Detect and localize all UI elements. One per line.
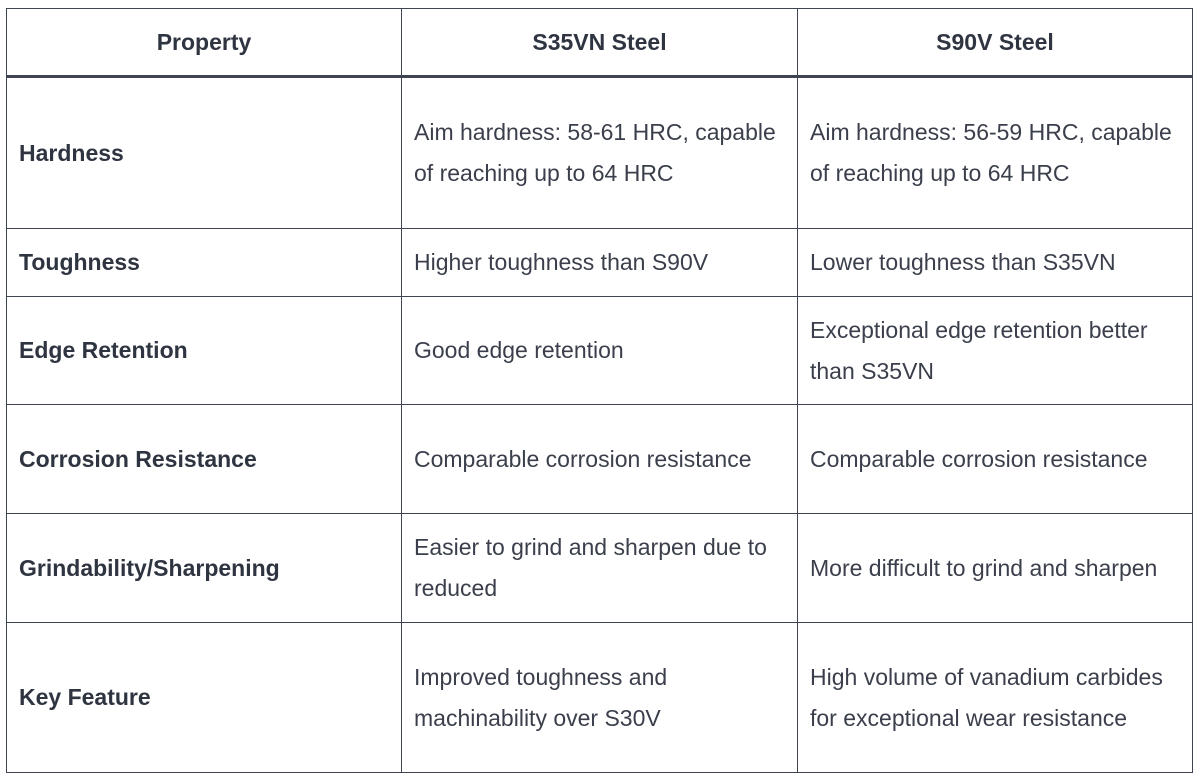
row-property-label: Hardness — [6, 76, 402, 229]
row-property-label: Edge Retention — [6, 296, 402, 405]
s90v-cell: Exceptional edge retention better than S… — [797, 296, 1193, 405]
s90v-cell: Lower toughness than S35VN — [797, 228, 1193, 297]
row-property-label: Key Feature — [6, 622, 402, 773]
comparison-table-container: Property S35VN Steel S90V Steel Hardness… — [6, 8, 1193, 773]
table-row: Edge Retention Good edge retention Excep… — [6, 296, 1193, 405]
s35vn-cell: Improved toughness and machinability ove… — [401, 622, 798, 773]
s90v-cell: High volume of vanadium carbides for exc… — [797, 622, 1193, 773]
table-row: Toughness Higher toughness than S90V Low… — [6, 228, 1193, 297]
s35vn-cell: Higher toughness than S90V — [401, 228, 798, 297]
table-row: Corrosion Resistance Comparable corrosio… — [6, 404, 1193, 514]
s90v-cell: Aim hardness: 56-59 HRC, capable of reac… — [797, 76, 1193, 229]
header-property: Property — [6, 8, 402, 78]
header-s90v: S90V Steel — [797, 8, 1193, 78]
table-row: Key Feature Improved toughness and machi… — [6, 622, 1193, 773]
table-row: Hardness Aim hardness: 58-61 HRC, capabl… — [6, 76, 1193, 229]
s35vn-cell: Good edge retention — [401, 296, 798, 405]
s90v-cell: More difficult to grind and sharpen — [797, 513, 1193, 623]
table-row: Grindability/Sharpening Easier to grind … — [6, 513, 1193, 623]
s35vn-cell: Aim hardness: 58-61 HRC, capable of reac… — [401, 76, 798, 229]
table-header-row: Property S35VN Steel S90V Steel — [6, 8, 1193, 78]
row-property-label: Toughness — [6, 228, 402, 297]
s35vn-cell: Easier to grind and sharpen due to reduc… — [401, 513, 798, 623]
steel-comparison-table: Property S35VN Steel S90V Steel Hardness… — [6, 8, 1193, 773]
header-s35vn: S35VN Steel — [401, 8, 798, 78]
row-property-label: Grindability/Sharpening — [6, 513, 402, 623]
s90v-cell: Comparable corrosion resistance — [797, 404, 1193, 514]
s35vn-cell: Comparable corrosion resistance — [401, 404, 798, 514]
row-property-label: Corrosion Resistance — [6, 404, 402, 514]
